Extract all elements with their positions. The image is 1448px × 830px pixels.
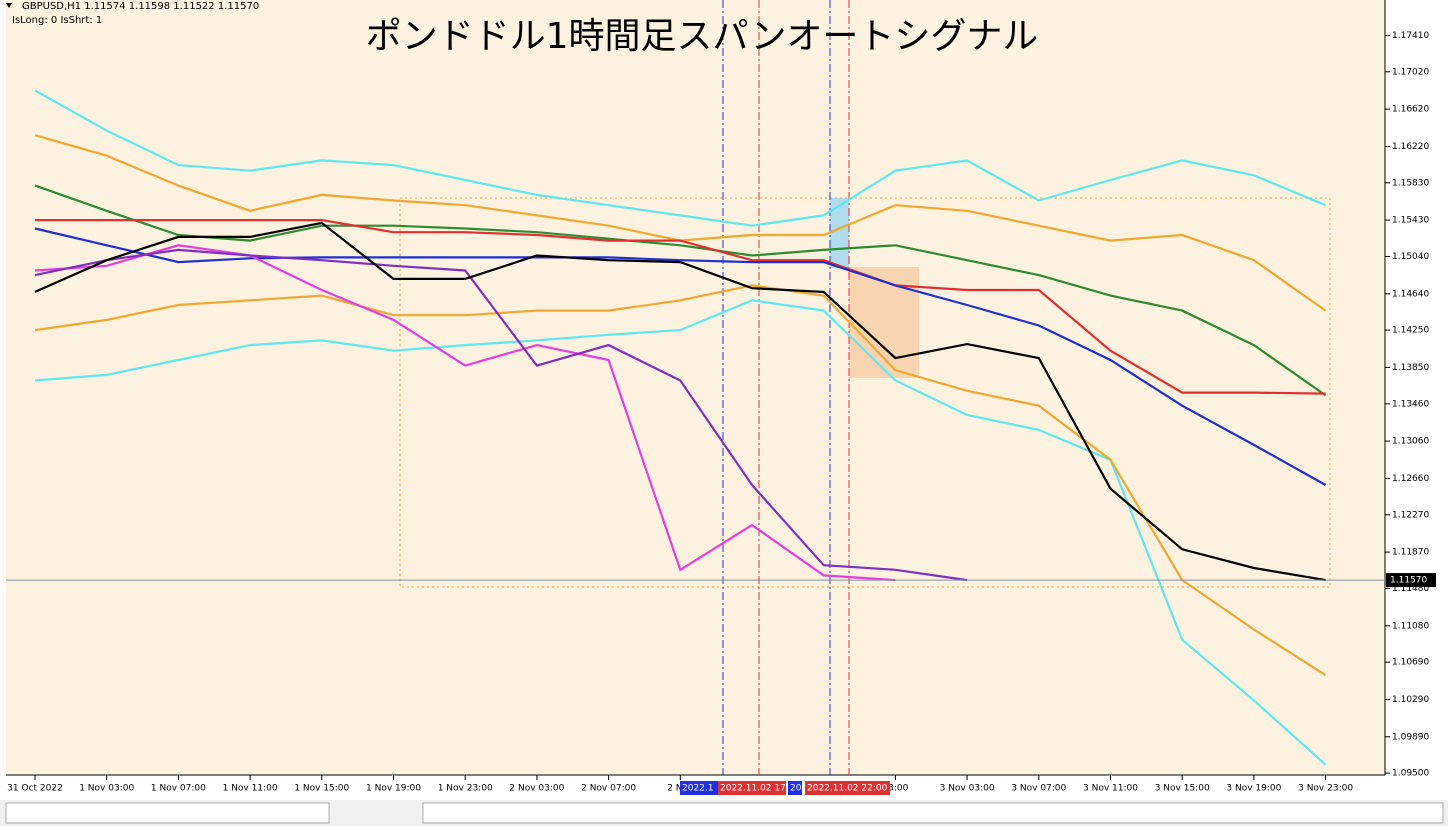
current-price-label: 1.11570 bbox=[1390, 576, 1427, 586]
y-tick-label: 1.11870 bbox=[1392, 548, 1429, 558]
indicator-line bbox=[35, 219, 1326, 395]
x-tick-label: 1 Nov 23:00 bbox=[438, 784, 493, 794]
indicator-line bbox=[34, 244, 896, 582]
header-symbol: GBPUSD,H1 1.11574 1.11598 1.11522 1.1157… bbox=[22, 1, 259, 12]
chart-title: ポンドドル1時間足スパンオートシグナル bbox=[366, 16, 1039, 57]
x-tick-label: 3 Nov 03:00 bbox=[940, 784, 995, 794]
y-tick-label: 1.09500 bbox=[1392, 769, 1429, 779]
marker-label: 20 bbox=[790, 784, 802, 794]
y-tick-label: 1.16620 bbox=[1392, 105, 1429, 115]
y-tick-label: 1.13460 bbox=[1392, 399, 1429, 409]
signal-zone bbox=[849, 267, 919, 378]
indicator-line bbox=[34, 184, 1327, 397]
marker-label: 2022.11.02 22:00 bbox=[807, 784, 888, 794]
x-tick-label: 1 Nov 11:00 bbox=[223, 784, 278, 794]
y-tick-label: 1.17020 bbox=[1392, 67, 1429, 77]
current-price-box bbox=[1386, 573, 1436, 588]
y-tick-label: 1.16220 bbox=[1392, 142, 1429, 152]
price-line bbox=[34, 221, 1326, 582]
range-box bbox=[399, 197, 1331, 588]
y-tick-label: 1.10690 bbox=[1392, 658, 1429, 668]
x-tick-label: 1 Nov 03:00 bbox=[79, 784, 134, 794]
y-tick-label: 1.15430 bbox=[1392, 216, 1429, 226]
indicator-line bbox=[34, 248, 968, 582]
header-flags: IsLong: 0 IsShrt: 1 bbox=[12, 15, 102, 26]
y-tick-label: 1.09890 bbox=[1392, 732, 1429, 742]
y-tick-label: 1.14640 bbox=[1392, 289, 1429, 299]
indicator-line bbox=[34, 89, 1327, 227]
y-tick-label: 1.12270 bbox=[1392, 510, 1429, 520]
tab[interactable] bbox=[5, 802, 330, 824]
indicator-line bbox=[34, 284, 1327, 677]
y-tick-label: 1.11080 bbox=[1392, 621, 1429, 631]
y-tick-label: 1.15040 bbox=[1392, 252, 1429, 262]
indicator-line bbox=[34, 227, 1327, 486]
x-tick-label: 3 Nov 07:00 bbox=[1011, 784, 1066, 794]
plot-area bbox=[6, 0, 1385, 775]
x-tick-label: 23:00 bbox=[882, 784, 908, 794]
y-tick-label: 1.10290 bbox=[1392, 695, 1429, 705]
marker-label: 2022.11.02 17 bbox=[720, 784, 786, 794]
marker-label-box bbox=[788, 781, 802, 795]
y-tick-label: 1.15830 bbox=[1392, 178, 1429, 188]
x-tick-label: 1 Nov 19:00 bbox=[366, 784, 421, 794]
marker-label-box bbox=[718, 781, 786, 795]
y-tick-label: 1.11480 bbox=[1392, 584, 1429, 594]
signal-zone bbox=[830, 198, 849, 268]
y-tick-label: 1.12660 bbox=[1392, 474, 1429, 484]
x-tick-label: 3 Nov 23:00 bbox=[1298, 784, 1353, 794]
x-tick-label: 31 Oct 2022 bbox=[7, 784, 63, 794]
marker-label-box bbox=[805, 781, 890, 795]
x-tick-label: 3 Nov 15:00 bbox=[1155, 784, 1210, 794]
x-tick-label: 2 Nov 07:00 bbox=[581, 784, 636, 794]
x-tick-label: 3 Nov 19:00 bbox=[1226, 784, 1281, 794]
x-tick-label: 1 Nov 15:00 bbox=[294, 784, 349, 794]
x-tick-label: 2 Nov 03:00 bbox=[509, 784, 564, 794]
header-arrow bbox=[6, 3, 12, 8]
y-tick-label: 1.13850 bbox=[1392, 363, 1429, 373]
y-tick-label: 1.13060 bbox=[1392, 437, 1429, 447]
tab[interactable] bbox=[422, 802, 1444, 824]
x-tick-label: 3 Nov 11:00 bbox=[1083, 784, 1138, 794]
x-tick-label: 1 Nov 07:00 bbox=[151, 784, 206, 794]
marker-label-box bbox=[680, 781, 718, 795]
y-tick-label: 1.17410 bbox=[1392, 31, 1429, 41]
marker-label: 2022.1 bbox=[682, 784, 714, 794]
y-tick-label: 1.14250 bbox=[1392, 326, 1429, 336]
